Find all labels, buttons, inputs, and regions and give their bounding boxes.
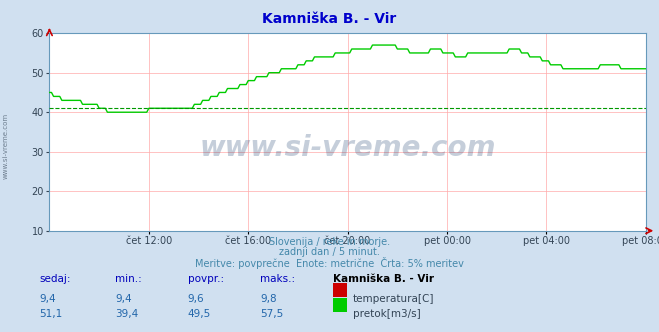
Text: temperatura[C]: temperatura[C]	[353, 294, 434, 304]
Text: www.si-vreme.com: www.si-vreme.com	[2, 113, 9, 179]
Text: 57,5: 57,5	[260, 309, 283, 319]
Text: 9,6: 9,6	[188, 294, 204, 304]
Text: Kamniška B. - Vir: Kamniška B. - Vir	[262, 12, 397, 26]
Text: zadnji dan / 5 minut.: zadnji dan / 5 minut.	[279, 247, 380, 257]
Text: 9,4: 9,4	[40, 294, 56, 304]
Text: 9,8: 9,8	[260, 294, 277, 304]
Text: Kamniška B. - Vir: Kamniška B. - Vir	[333, 274, 434, 284]
Text: 9,4: 9,4	[115, 294, 132, 304]
Text: pretok[m3/s]: pretok[m3/s]	[353, 309, 420, 319]
Text: povpr.:: povpr.:	[188, 274, 224, 284]
Text: min.:: min.:	[115, 274, 142, 284]
Text: 39,4: 39,4	[115, 309, 138, 319]
Text: sedaj:: sedaj:	[40, 274, 71, 284]
Text: 49,5: 49,5	[188, 309, 211, 319]
Text: maks.:: maks.:	[260, 274, 295, 284]
Text: Meritve: povprečne  Enote: metrične  Črta: 5% meritev: Meritve: povprečne Enote: metrične Črta:…	[195, 257, 464, 269]
Text: 51,1: 51,1	[40, 309, 63, 319]
Text: www.si-vreme.com: www.si-vreme.com	[200, 134, 496, 162]
Text: Slovenija / reke in morje.: Slovenija / reke in morje.	[269, 237, 390, 247]
